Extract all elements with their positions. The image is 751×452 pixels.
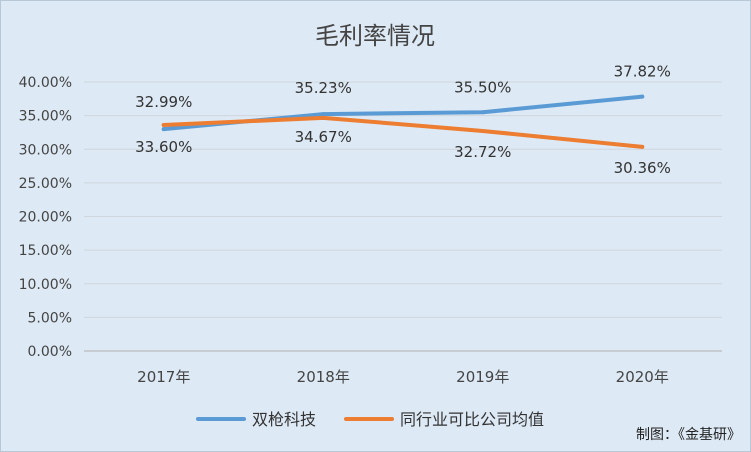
y-tick-label: 40.00% (19, 75, 72, 91)
data-label: 32.72% (454, 143, 511, 161)
data-point (161, 127, 166, 132)
data-point (161, 123, 166, 128)
data-point (480, 128, 485, 133)
data-label: 32.99% (135, 93, 192, 111)
data-label: 34.67% (295, 128, 352, 146)
chart-credit: 制图：《金基研》 (636, 427, 741, 443)
data-point (640, 144, 645, 149)
y-tick-label: 15.00% (19, 243, 72, 259)
y-tick-label: 20.00% (19, 210, 72, 226)
x-tick-label: 2020年 (616, 368, 669, 386)
data-label: 35.50% (454, 78, 511, 96)
x-tick-label: 2017年 (137, 368, 190, 386)
data-point (480, 110, 485, 115)
y-tick-label: 5.00% (28, 310, 72, 326)
series-line-2 (161, 115, 645, 149)
y-tick-label: 30.00% (19, 142, 72, 158)
y-tick-label: 25.00% (19, 176, 72, 192)
data-label: 33.60% (135, 138, 192, 156)
data-point (640, 94, 645, 99)
y-tick-label: 10.00% (19, 277, 72, 293)
y-tick-label: 35.00% (19, 109, 72, 125)
x-tick-label: 2019年 (456, 368, 509, 386)
data-label: 35.23% (295, 79, 352, 97)
legend-label: 同行业可比公司均值 (400, 410, 544, 429)
chart-title: 毛利率情况 (315, 22, 435, 50)
data-label: 30.36% (614, 159, 671, 177)
legend-label: 双枪科技 (252, 410, 316, 429)
data-point (321, 112, 326, 117)
data-point (321, 115, 326, 120)
data-label: 37.82% (614, 63, 671, 81)
y-tick-label: 0.00% (28, 344, 72, 360)
x-tick-label: 2018年 (297, 368, 350, 386)
